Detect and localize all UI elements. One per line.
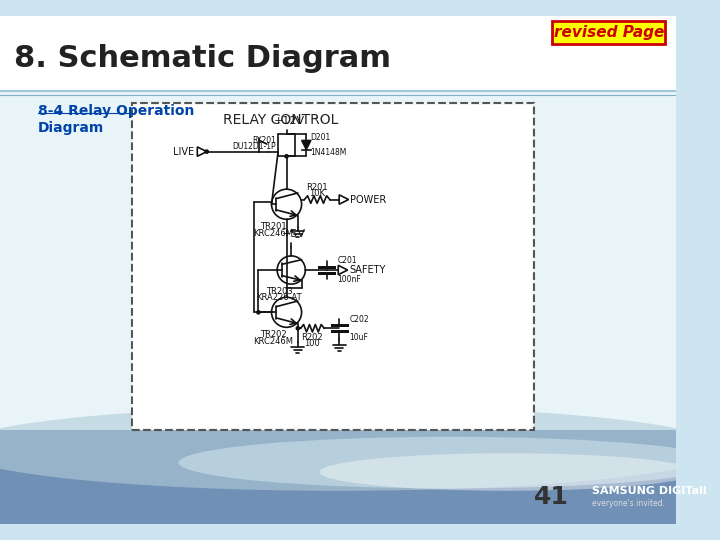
Text: TR203: TR203: [266, 287, 292, 296]
Text: RELAY CONTROL: RELAY CONTROL: [222, 113, 338, 127]
Text: TR202: TR202: [260, 330, 287, 339]
Circle shape: [271, 297, 302, 327]
Text: C202: C202: [349, 315, 369, 323]
Text: SAMSUNG DIGITall: SAMSUNG DIGITall: [592, 486, 706, 496]
Text: 8-4 Relay Operation
Diagram: 8-4 Relay Operation Diagram: [37, 104, 194, 135]
Text: everyone's invited.: everyone's invited.: [592, 498, 665, 508]
Text: DU12D1-1P: DU12D1-1P: [233, 142, 276, 151]
Polygon shape: [339, 195, 348, 204]
Text: 1N4148M: 1N4148M: [310, 148, 346, 157]
Ellipse shape: [320, 453, 696, 491]
Bar: [0, 430, 677, 524]
Text: D201: D201: [310, 133, 330, 142]
Text: KRA226-AT: KRA226-AT: [256, 293, 302, 302]
Text: R201: R201: [306, 183, 328, 192]
Ellipse shape: [0, 406, 720, 491]
Text: LIVE: LIVE: [174, 147, 194, 157]
Polygon shape: [302, 140, 311, 150]
Circle shape: [204, 149, 209, 154]
Bar: [0, 91, 677, 434]
FancyBboxPatch shape: [132, 103, 534, 430]
Ellipse shape: [179, 437, 720, 489]
Circle shape: [271, 189, 302, 219]
Text: RY201: RY201: [252, 136, 276, 145]
Text: 100nF: 100nF: [337, 275, 361, 284]
Text: 41: 41: [534, 485, 569, 509]
Circle shape: [277, 256, 305, 284]
Bar: [133, 105, 532, 428]
Polygon shape: [338, 265, 348, 275]
Circle shape: [295, 326, 300, 330]
Text: +12V: +12V: [274, 116, 305, 126]
Text: R202: R202: [302, 333, 323, 342]
Text: KRC246M: KRC246M: [253, 228, 294, 238]
Bar: [278, 134, 295, 156]
Text: +5V: +5V: [282, 229, 306, 239]
Text: 10K: 10K: [309, 188, 325, 198]
Text: POWER: POWER: [351, 194, 387, 205]
Text: C201: C201: [337, 256, 357, 265]
Text: 8. Schematic Diagram: 8. Schematic Diagram: [14, 44, 391, 73]
Circle shape: [256, 310, 261, 315]
Text: revised Page: revised Page: [554, 25, 664, 40]
Text: 100: 100: [305, 339, 320, 348]
Text: KRC246M: KRC246M: [253, 337, 294, 346]
Text: SAFETY: SAFETY: [349, 265, 386, 275]
Circle shape: [284, 154, 289, 159]
Bar: [0, 16, 677, 91]
FancyBboxPatch shape: [552, 21, 665, 44]
Text: 10uF: 10uF: [349, 333, 369, 342]
Text: TR201: TR201: [260, 222, 287, 231]
Polygon shape: [197, 147, 207, 156]
